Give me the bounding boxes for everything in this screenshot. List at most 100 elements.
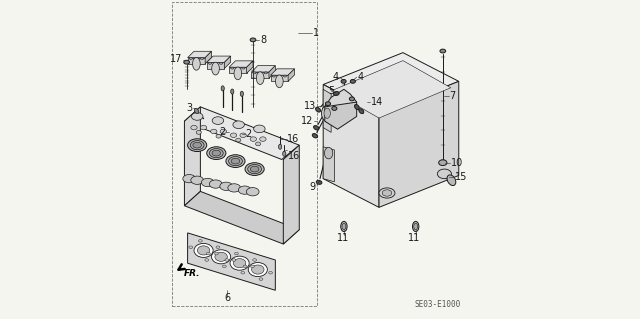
Polygon shape — [188, 51, 212, 58]
Polygon shape — [207, 63, 224, 69]
Ellipse shape — [332, 107, 337, 110]
Polygon shape — [324, 102, 356, 129]
Ellipse shape — [234, 259, 246, 268]
Ellipse shape — [193, 57, 200, 70]
Ellipse shape — [225, 259, 228, 261]
Ellipse shape — [212, 250, 230, 264]
Ellipse shape — [230, 89, 234, 94]
Text: 10: 10 — [451, 158, 463, 168]
Text: 15: 15 — [454, 172, 467, 182]
Polygon shape — [323, 85, 379, 207]
Ellipse shape — [355, 105, 359, 109]
Text: 12: 12 — [301, 116, 314, 126]
Ellipse shape — [228, 157, 243, 166]
Ellipse shape — [212, 150, 221, 156]
Polygon shape — [246, 61, 253, 73]
Ellipse shape — [222, 265, 226, 268]
Ellipse shape — [212, 62, 220, 75]
Ellipse shape — [221, 86, 224, 91]
Text: 4: 4 — [357, 72, 364, 82]
Ellipse shape — [269, 271, 273, 274]
Ellipse shape — [314, 126, 319, 130]
Ellipse shape — [220, 63, 223, 64]
Ellipse shape — [220, 129, 227, 134]
Ellipse shape — [232, 259, 236, 261]
Text: 7: 7 — [449, 91, 456, 101]
Polygon shape — [188, 58, 205, 64]
Ellipse shape — [183, 174, 196, 183]
Ellipse shape — [209, 63, 212, 64]
Polygon shape — [184, 191, 300, 244]
Ellipse shape — [214, 252, 218, 255]
Ellipse shape — [200, 57, 204, 59]
Ellipse shape — [230, 133, 237, 137]
Ellipse shape — [437, 169, 451, 179]
Ellipse shape — [220, 182, 232, 190]
Ellipse shape — [228, 184, 241, 192]
Polygon shape — [288, 69, 294, 81]
Ellipse shape — [447, 175, 456, 186]
Ellipse shape — [438, 160, 447, 166]
Ellipse shape — [200, 125, 207, 130]
Ellipse shape — [238, 186, 251, 194]
Ellipse shape — [275, 75, 283, 88]
Ellipse shape — [215, 252, 227, 261]
Ellipse shape — [253, 259, 257, 261]
Ellipse shape — [205, 259, 209, 261]
Ellipse shape — [196, 130, 202, 134]
Polygon shape — [229, 61, 253, 67]
Ellipse shape — [342, 223, 346, 230]
Ellipse shape — [193, 142, 202, 148]
Polygon shape — [229, 67, 246, 73]
Polygon shape — [271, 75, 288, 81]
Text: 11: 11 — [408, 233, 420, 243]
Polygon shape — [331, 61, 451, 118]
Text: 9: 9 — [310, 182, 316, 192]
Ellipse shape — [264, 72, 268, 74]
Ellipse shape — [382, 190, 392, 196]
Ellipse shape — [236, 138, 241, 142]
Text: 2: 2 — [219, 127, 225, 137]
Text: 8: 8 — [260, 34, 266, 45]
Ellipse shape — [188, 139, 207, 152]
Ellipse shape — [316, 180, 322, 184]
Ellipse shape — [260, 137, 266, 141]
Polygon shape — [184, 107, 200, 206]
Polygon shape — [323, 53, 459, 113]
Polygon shape — [271, 69, 294, 75]
Ellipse shape — [333, 92, 339, 95]
Ellipse shape — [191, 113, 203, 120]
Ellipse shape — [198, 240, 202, 242]
Text: 16: 16 — [288, 151, 300, 161]
Ellipse shape — [324, 147, 333, 159]
Text: 17: 17 — [170, 54, 182, 64]
Text: 4: 4 — [332, 72, 339, 82]
Ellipse shape — [216, 134, 221, 138]
Ellipse shape — [234, 67, 242, 80]
Ellipse shape — [272, 75, 275, 77]
Ellipse shape — [253, 72, 256, 74]
Ellipse shape — [207, 252, 211, 255]
Ellipse shape — [209, 149, 223, 158]
Ellipse shape — [414, 223, 418, 230]
Polygon shape — [252, 72, 269, 78]
Text: 3: 3 — [186, 103, 193, 114]
Ellipse shape — [234, 252, 238, 255]
Polygon shape — [284, 145, 300, 244]
Ellipse shape — [248, 165, 262, 174]
Ellipse shape — [253, 125, 265, 133]
Ellipse shape — [243, 265, 247, 268]
Polygon shape — [323, 89, 331, 132]
Ellipse shape — [242, 67, 245, 69]
Ellipse shape — [321, 105, 333, 121]
Polygon shape — [188, 233, 275, 290]
Ellipse shape — [413, 221, 419, 232]
Ellipse shape — [231, 158, 240, 164]
Ellipse shape — [252, 265, 264, 274]
Ellipse shape — [350, 79, 355, 83]
Ellipse shape — [197, 246, 210, 255]
Ellipse shape — [250, 265, 254, 268]
Text: 1: 1 — [313, 28, 319, 39]
Ellipse shape — [325, 102, 330, 106]
Ellipse shape — [230, 67, 234, 69]
